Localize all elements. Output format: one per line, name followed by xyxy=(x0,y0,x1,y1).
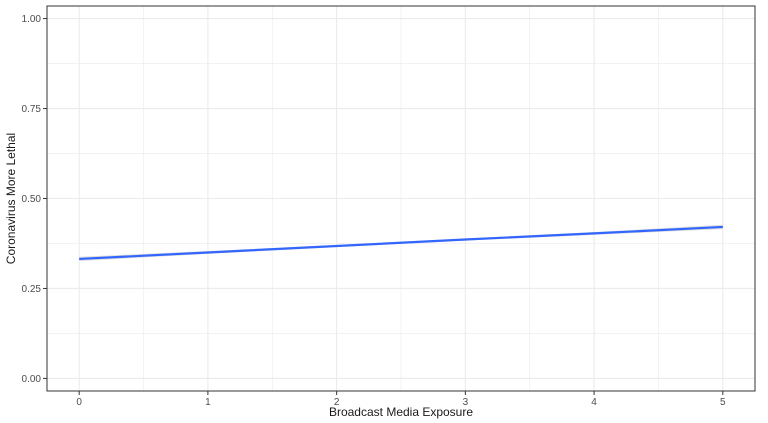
y-tick-label: 0.25 xyxy=(22,284,42,295)
x-axis-ticks: 0 1 2 3 4 5 xyxy=(76,391,726,408)
series-line-layer xyxy=(79,225,723,261)
y-tick-label: 1.00 xyxy=(22,14,42,25)
x-axis-title: Broadcast Media Exposure xyxy=(329,405,473,419)
y-tick-label: 0.00 xyxy=(22,374,42,385)
x-tick-label: 1 xyxy=(205,397,211,408)
x-tick-label: 0 xyxy=(76,397,82,408)
y-tick-label: 0.75 xyxy=(22,104,42,115)
x-tick-label: 3 xyxy=(463,397,469,408)
x-tick-label: 4 xyxy=(591,397,597,408)
y-axis-ticks: 0.00 0.25 0.50 0.75 1.00 xyxy=(22,14,47,385)
series-line xyxy=(79,225,723,261)
x-tick-label: 2 xyxy=(334,397,340,408)
y-tick-label: 0.50 xyxy=(22,194,42,205)
x-tick-label: 5 xyxy=(720,397,726,408)
major-gridlines xyxy=(47,6,755,391)
y-axis-title: Coronavirus More Lethal xyxy=(4,133,18,264)
